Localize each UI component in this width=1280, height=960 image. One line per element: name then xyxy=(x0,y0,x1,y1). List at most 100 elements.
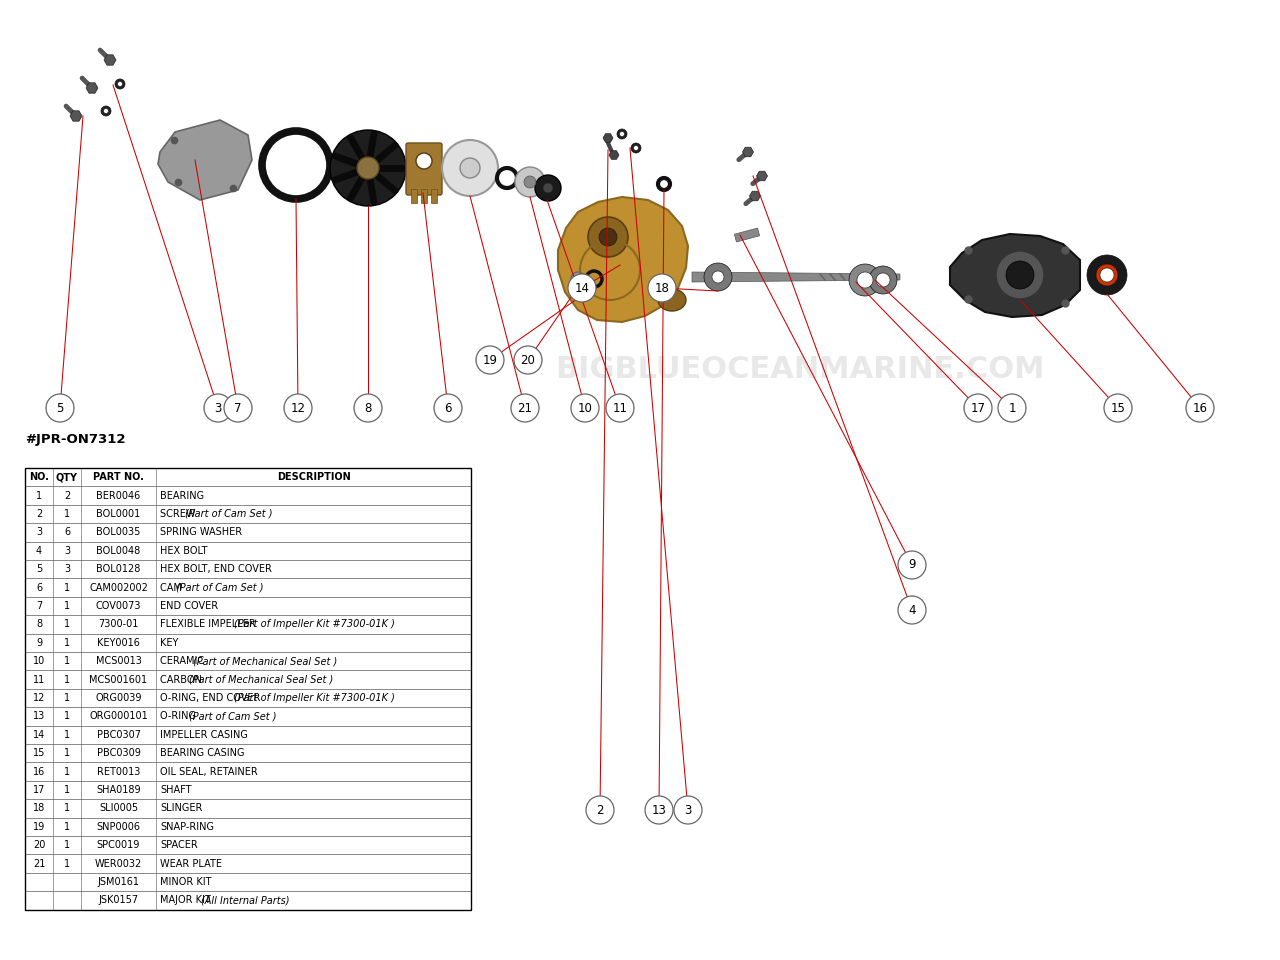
Text: MINOR KIT: MINOR KIT xyxy=(160,877,211,887)
Bar xyxy=(431,189,436,203)
Text: 21: 21 xyxy=(517,401,532,415)
Text: BER0046: BER0046 xyxy=(96,491,141,500)
Text: 1: 1 xyxy=(1009,401,1016,415)
Circle shape xyxy=(460,158,480,178)
Text: 18: 18 xyxy=(33,804,45,813)
Circle shape xyxy=(416,153,433,169)
Circle shape xyxy=(586,796,614,824)
Circle shape xyxy=(524,176,536,188)
Text: 1: 1 xyxy=(64,711,70,721)
Text: SLINGER: SLINGER xyxy=(160,804,202,813)
Circle shape xyxy=(675,796,701,824)
Bar xyxy=(26,799,471,818)
Circle shape xyxy=(46,394,74,422)
Text: 12: 12 xyxy=(33,693,45,703)
Circle shape xyxy=(204,394,232,422)
Text: SNP0006: SNP0006 xyxy=(96,822,141,831)
Circle shape xyxy=(645,796,673,824)
Text: 2: 2 xyxy=(64,491,70,500)
Text: 1: 1 xyxy=(64,840,70,851)
Text: SPACER: SPACER xyxy=(160,840,197,851)
Circle shape xyxy=(104,108,109,113)
Bar xyxy=(26,487,471,505)
Text: FLEXIBLE IMPELLER: FLEXIBLE IMPELLER xyxy=(160,619,259,630)
Circle shape xyxy=(330,130,406,206)
Text: 21: 21 xyxy=(33,858,45,869)
Bar xyxy=(26,578,471,597)
Circle shape xyxy=(704,263,732,291)
Bar xyxy=(26,505,471,523)
Circle shape xyxy=(224,394,252,422)
Bar xyxy=(26,726,471,744)
Text: PART NO.: PART NO. xyxy=(93,472,143,482)
Text: 19: 19 xyxy=(33,822,45,831)
Text: CARBON: CARBON xyxy=(160,675,205,684)
Circle shape xyxy=(442,140,498,196)
Circle shape xyxy=(535,175,561,201)
Text: 16: 16 xyxy=(33,767,45,777)
Bar xyxy=(26,560,471,578)
Text: 10: 10 xyxy=(577,401,593,415)
Circle shape xyxy=(434,394,462,422)
Text: DESCRIPTION: DESCRIPTION xyxy=(276,472,351,482)
Text: 12: 12 xyxy=(291,401,306,415)
Text: PBC0307: PBC0307 xyxy=(96,730,141,740)
Text: 3: 3 xyxy=(36,527,42,538)
Circle shape xyxy=(998,394,1027,422)
Circle shape xyxy=(1006,261,1034,289)
Text: 1: 1 xyxy=(64,858,70,869)
Text: 1: 1 xyxy=(64,657,70,666)
Text: #JPR-ON7312: #JPR-ON7312 xyxy=(26,433,125,446)
Text: 6: 6 xyxy=(64,527,70,538)
Text: BIGBLUEOCEANMARINE.COM: BIGBLUEOCEANMARINE.COM xyxy=(556,355,1044,385)
Circle shape xyxy=(631,143,641,153)
Polygon shape xyxy=(692,272,900,282)
Circle shape xyxy=(648,274,676,302)
Circle shape xyxy=(101,106,111,116)
Text: SCREW: SCREW xyxy=(160,509,198,519)
Text: 1: 1 xyxy=(64,748,70,758)
Text: RET0013: RET0013 xyxy=(97,767,141,777)
Text: O-RING: O-RING xyxy=(160,711,200,721)
Text: COV0073: COV0073 xyxy=(96,601,141,611)
Circle shape xyxy=(899,551,925,579)
Text: HEX BOLT, END COVER: HEX BOLT, END COVER xyxy=(160,564,271,574)
Text: 1: 1 xyxy=(64,637,70,648)
Circle shape xyxy=(115,79,125,89)
Text: 6: 6 xyxy=(444,401,452,415)
Text: 3: 3 xyxy=(64,546,70,556)
Text: CAM002002: CAM002002 xyxy=(90,583,148,592)
Circle shape xyxy=(712,271,724,283)
Bar xyxy=(26,634,471,652)
Text: 11: 11 xyxy=(33,675,45,684)
Circle shape xyxy=(476,346,504,374)
Text: 5: 5 xyxy=(36,564,42,574)
Circle shape xyxy=(1187,394,1213,422)
Circle shape xyxy=(996,251,1044,299)
Text: IMPELLER CASING: IMPELLER CASING xyxy=(160,730,248,740)
Text: (Part of Mechanical Seal Set ): (Part of Mechanical Seal Set ) xyxy=(188,675,333,684)
Text: 2: 2 xyxy=(596,804,604,817)
Circle shape xyxy=(1100,268,1114,282)
Polygon shape xyxy=(950,234,1080,317)
Circle shape xyxy=(620,132,625,136)
Text: 1: 1 xyxy=(64,822,70,831)
Text: (Part of Impeller Kit #7300-01K ): (Part of Impeller Kit #7300-01K ) xyxy=(234,619,394,630)
Text: 9: 9 xyxy=(36,637,42,648)
Text: (Part of Cam Set ): (Part of Cam Set ) xyxy=(184,509,273,519)
Polygon shape xyxy=(157,120,252,200)
Text: MAJOR KIT: MAJOR KIT xyxy=(160,896,214,905)
Bar xyxy=(26,615,471,634)
Text: 3: 3 xyxy=(214,401,221,415)
Circle shape xyxy=(1096,264,1117,286)
Bar xyxy=(411,189,417,203)
Bar xyxy=(26,762,471,780)
Text: BOL0035: BOL0035 xyxy=(96,527,141,538)
Bar xyxy=(26,854,471,873)
Text: 7300-01: 7300-01 xyxy=(99,619,138,630)
Circle shape xyxy=(858,272,873,288)
Bar xyxy=(26,652,471,670)
Text: SLI0005: SLI0005 xyxy=(99,804,138,813)
Polygon shape xyxy=(735,228,759,242)
Text: 1: 1 xyxy=(64,675,70,684)
